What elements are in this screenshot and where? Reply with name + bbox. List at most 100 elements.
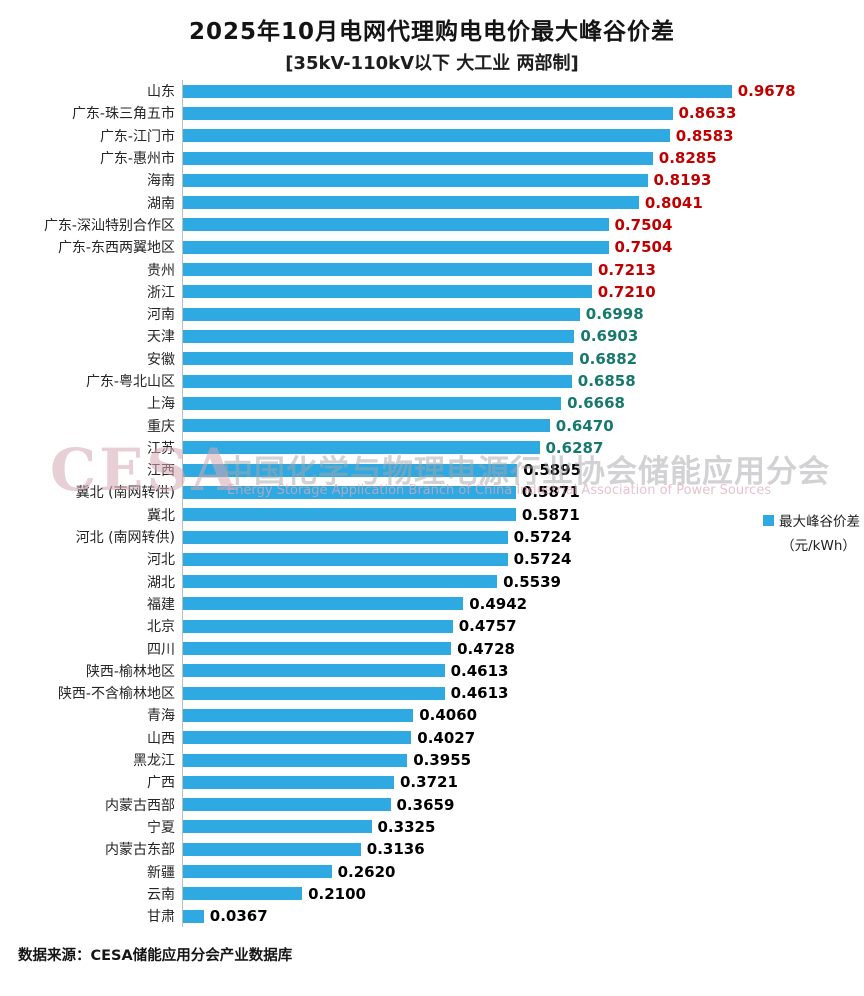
bar-track: 0.4027: [182, 726, 864, 749]
data-source: 数据来源：CESA储能应用分会产业数据库: [18, 948, 293, 964]
bar-track: 0.3325: [182, 815, 864, 839]
value-label: 0.8633: [678, 104, 737, 123]
category-label: 宁夏: [147, 819, 175, 836]
bar: [183, 151, 653, 165]
value-label: 0.5724: [513, 550, 572, 569]
bar-track: 0.7210: [182, 280, 864, 303]
legend-unit-label: （元/kWh）: [781, 538, 856, 554]
value-label: 0.8285: [658, 149, 717, 168]
value-label: 0.5724: [513, 528, 572, 547]
bar-track: 0.7504: [182, 236, 864, 259]
legend-entry: 最大峰谷价差: [763, 510, 860, 530]
category-label: 河北 (南网转供): [75, 530, 175, 547]
bar-row: 重庆 0.6470: [0, 414, 864, 437]
bar-row: 河北 (南网转供) 0.5724: [0, 525, 864, 549]
value-label: 0.3325: [377, 817, 436, 836]
bar-row: 山东 0.9678: [0, 80, 864, 103]
category-label: 陕西-不含榆林地区: [57, 686, 175, 703]
category-label: 云南: [147, 886, 175, 903]
bar-row: 广东-江门市 0.8583: [0, 124, 864, 147]
bar: [183, 865, 332, 879]
value-label: 0.6858: [577, 372, 636, 390]
bar-track: 0.8633: [182, 102, 864, 125]
value-label: 0.6287: [545, 438, 604, 457]
bar-row: 宁夏 0.3325: [0, 815, 864, 839]
category-label: 上海: [147, 396, 175, 413]
bar-track: 0.2620: [182, 860, 864, 883]
bar: [183, 441, 540, 455]
bar-track: 0.5724: [182, 525, 864, 549]
bar-row: 江西 0.5895: [0, 459, 864, 482]
category-label: 广东-珠三角五市: [71, 106, 175, 123]
value-label: 0.8041: [644, 193, 703, 212]
value-label: 0.4027: [417, 728, 476, 747]
value-label: 0.7210: [597, 282, 656, 301]
value-label: 0.8193: [653, 171, 712, 190]
bar-track: 0.7504: [182, 213, 864, 237]
category-label: 广东-深汕特别合作区: [43, 217, 175, 234]
value-label: 0.5539: [503, 572, 561, 591]
bar-track: 0.4060: [182, 704, 864, 727]
bar: [183, 307, 580, 321]
category-label: 安徽: [147, 351, 175, 368]
bar-row: 青海 0.4060: [0, 704, 864, 727]
category-label: 天津: [147, 329, 175, 346]
bar-track: 0.3721: [182, 771, 864, 794]
value-label: 0.6470: [555, 416, 614, 435]
bar-row: 浙江 0.7210: [0, 280, 864, 303]
bar: [183, 597, 464, 611]
bar-row: 冀北 0.5871: [0, 503, 864, 526]
bar-row: 河南 0.6998: [0, 302, 864, 326]
value-label: 0.6903: [580, 327, 639, 346]
bar: [183, 263, 592, 277]
bar-track: 0.6903: [182, 325, 864, 348]
category-label: 湖南: [147, 195, 175, 212]
bar-row: 海南 0.8193: [0, 169, 864, 192]
bar: [183, 552, 508, 566]
legend: 最大峰谷价差 （元/kWh）: [763, 510, 860, 554]
bar-track: 0.6287: [182, 436, 864, 460]
bar-row: 上海 0.6668: [0, 392, 864, 415]
bar: [183, 775, 394, 789]
bar: [183, 240, 609, 254]
bar: [183, 84, 732, 98]
value-label: 0.3721: [400, 773, 458, 792]
bar-row: 广东-惠州市 0.8285: [0, 146, 864, 170]
bar-track: 0.5539: [182, 570, 864, 593]
category-label: 浙江: [147, 284, 175, 301]
category-label: 广东-江门市: [99, 128, 175, 145]
bar-track: 0.5871: [182, 481, 864, 504]
value-label: 0.9678: [737, 82, 796, 101]
bar-row: 江苏 0.6287: [0, 436, 864, 460]
value-label: 0.5895: [523, 461, 582, 480]
bar: [183, 909, 204, 923]
category-label: 广东-东西两翼地区: [57, 240, 175, 257]
bar: [183, 419, 550, 433]
bar: [183, 887, 303, 901]
bar-row: 贵州 0.7213: [0, 258, 864, 281]
bar: [183, 196, 639, 210]
bar-track: 0.5724: [182, 548, 864, 571]
bar: [183, 686, 445, 700]
bar-row: 福建 0.4942: [0, 592, 864, 616]
category-label: 广西: [147, 775, 175, 792]
bar: [183, 173, 648, 187]
bar: [183, 106, 673, 120]
value-label: 0.8583: [675, 126, 734, 145]
value-label: 0.6882: [579, 349, 638, 368]
bar: [183, 508, 516, 522]
category-label: 新疆: [147, 864, 175, 881]
value-label: 0.2620: [337, 862, 396, 881]
bar: [183, 619, 453, 633]
bar: [183, 285, 592, 299]
bar-row: 内蒙古西部 0.3659: [0, 793, 864, 816]
bar-row: 云南 0.2100: [0, 882, 864, 905]
bar-track: 0.6882: [182, 347, 864, 370]
bar-track: 0.6470: [182, 414, 864, 437]
bar-row: 安徽 0.6882: [0, 347, 864, 370]
bar-track: 0.8041: [182, 191, 864, 214]
value-label: 0.3659: [396, 795, 455, 814]
bar-track: 0.0367: [182, 904, 864, 928]
bar-row: 河北 0.5724: [0, 548, 864, 571]
value-label: 0.4942: [469, 594, 528, 613]
